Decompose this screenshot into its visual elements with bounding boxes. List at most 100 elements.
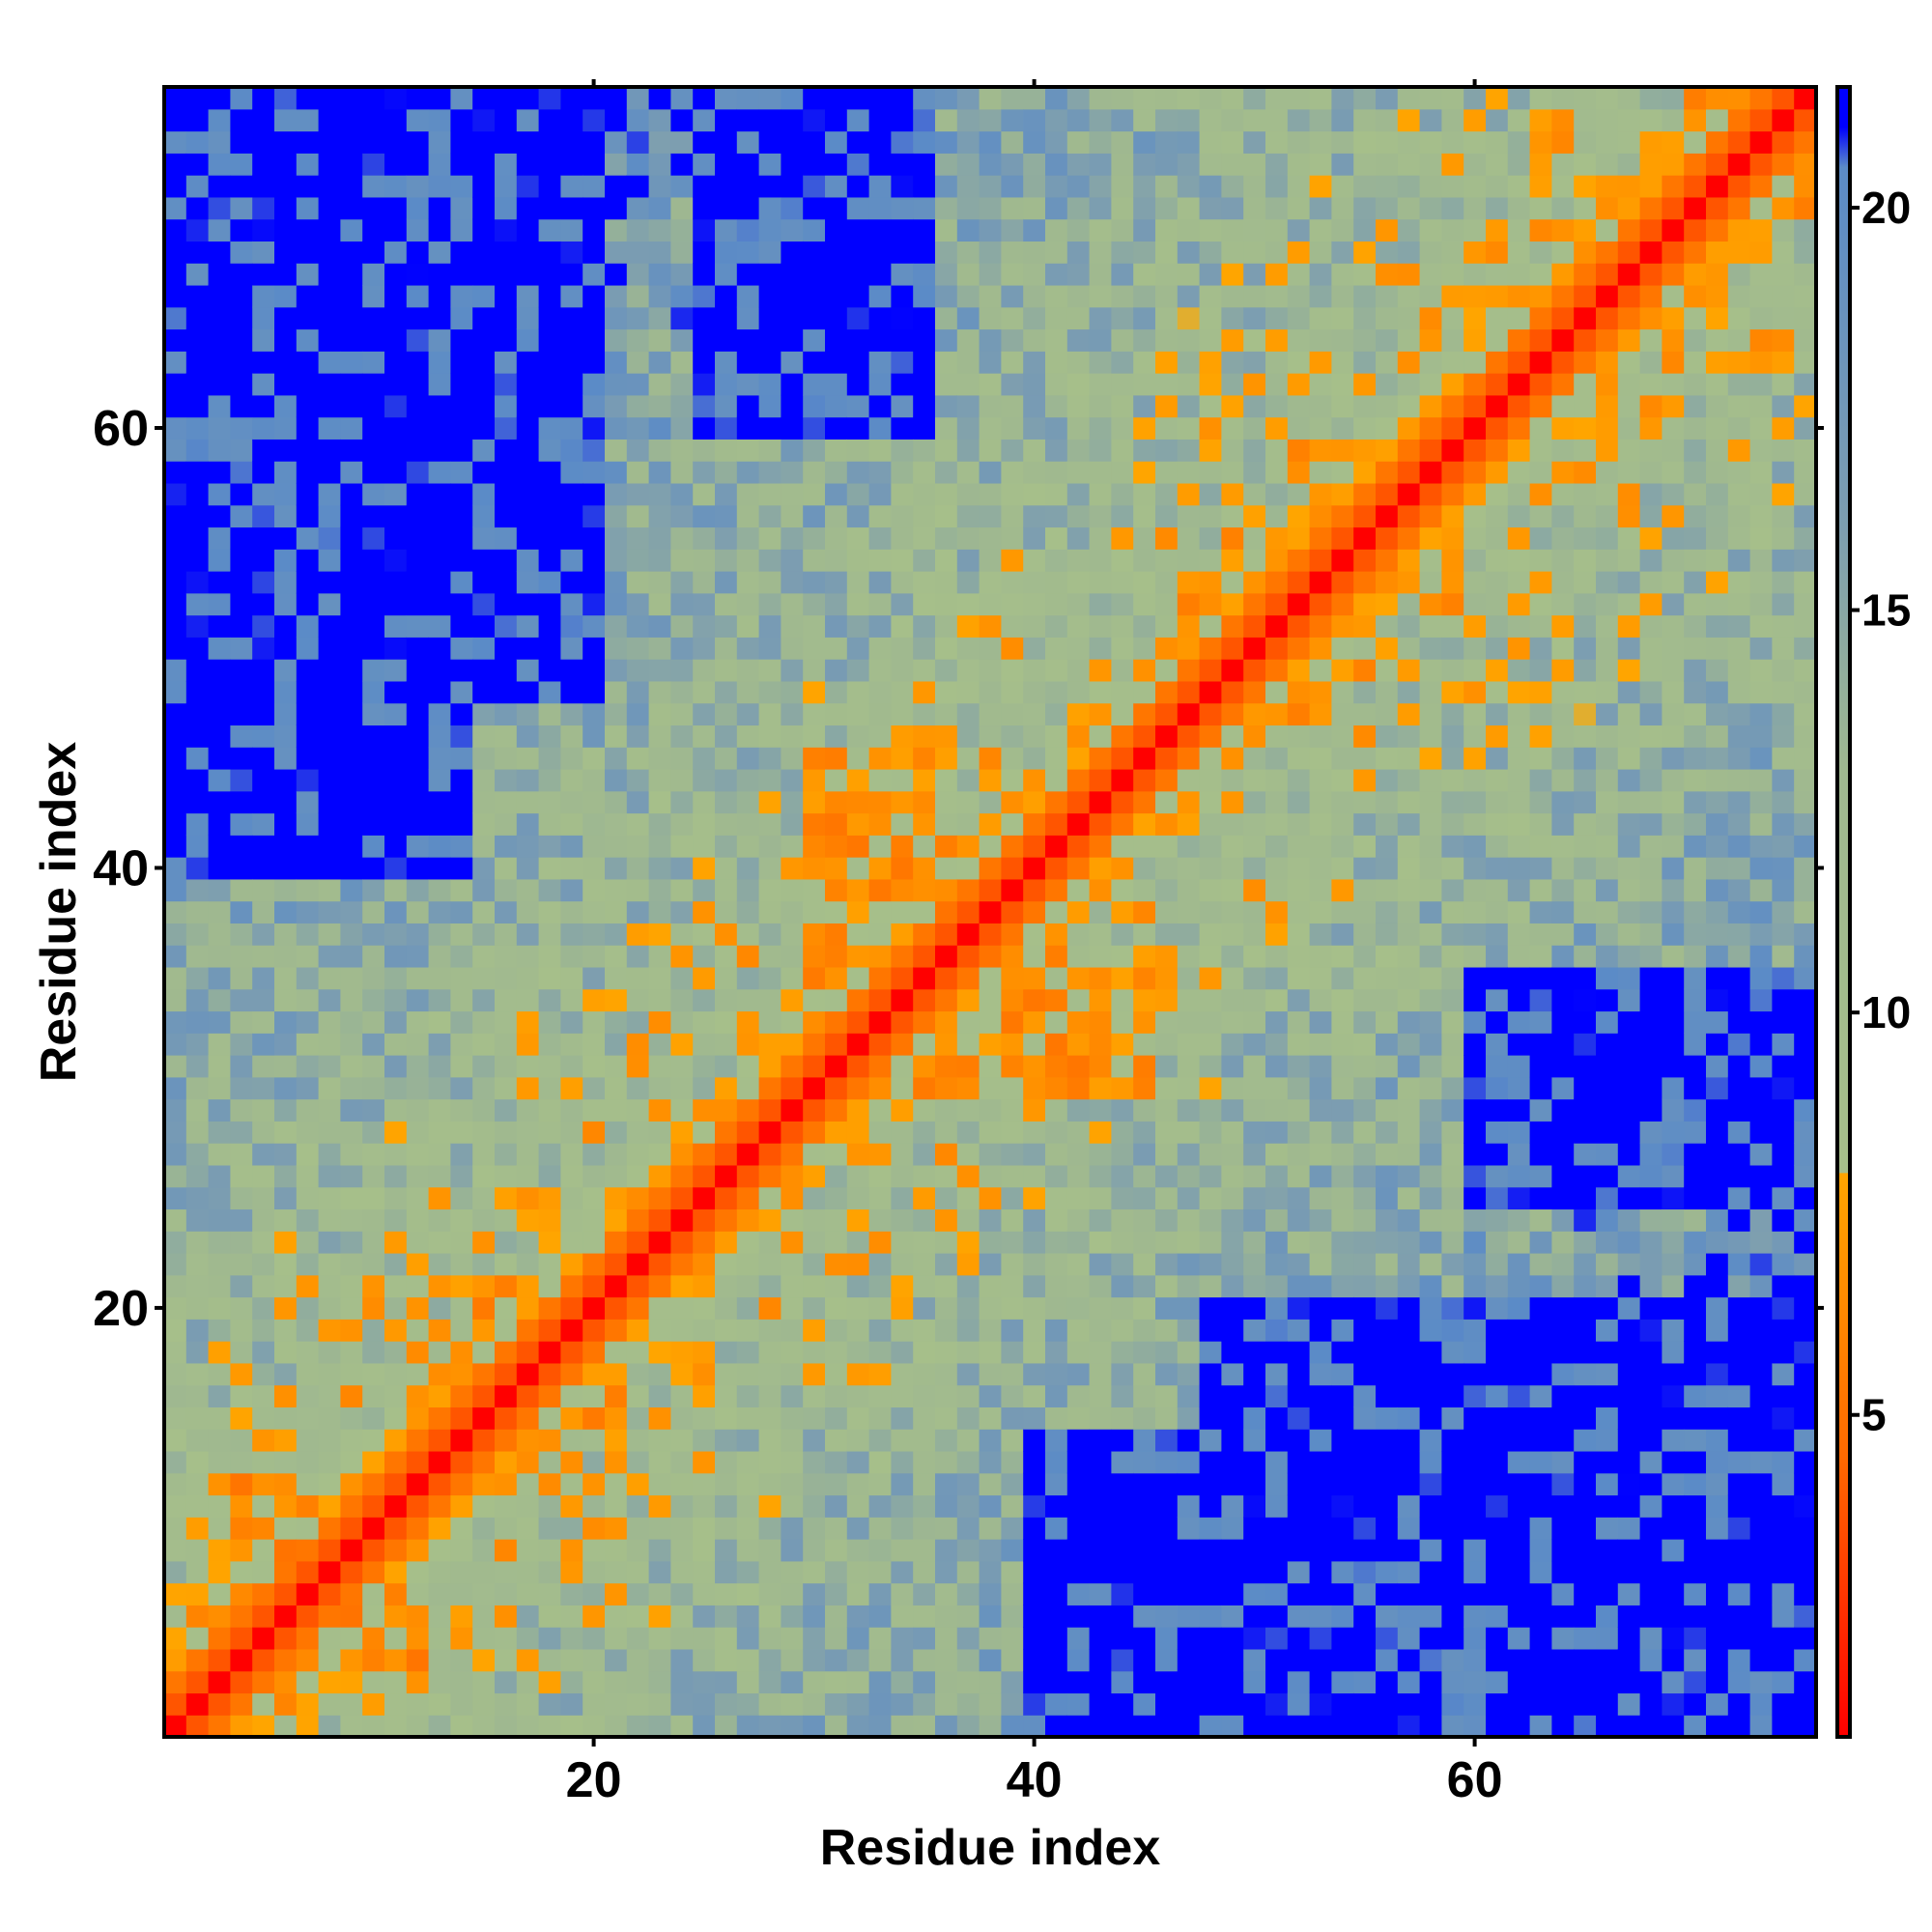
heatmap-cell — [1199, 1055, 1222, 1078]
heatmap-cell — [296, 857, 320, 880]
heatmap-cell — [1486, 1429, 1509, 1452]
heatmap-cell — [1155, 241, 1179, 264]
heatmap-cell — [913, 571, 936, 594]
heatmap-cell — [1419, 1384, 1442, 1407]
heatmap-cell — [1045, 373, 1068, 396]
heatmap-cell — [1397, 1582, 1421, 1605]
heatmap-cell — [846, 263, 870, 286]
heatmap-cell — [1529, 1098, 1552, 1122]
heatmap-cell — [846, 306, 870, 330]
heatmap-cell — [715, 680, 738, 704]
heatmap-cell — [582, 900, 606, 923]
heatmap-cell — [1045, 306, 1068, 330]
heatmap-cell — [1331, 153, 1354, 176]
heatmap-cell — [935, 747, 958, 770]
heatmap-cell — [670, 637, 694, 660]
heatmap-cell — [1045, 702, 1068, 726]
heatmap-cell — [605, 659, 628, 682]
heatmap-cell — [1023, 108, 1046, 132]
heatmap-cell — [648, 175, 671, 198]
heatmap-cell — [274, 768, 298, 792]
heatmap-cell — [693, 1341, 716, 1364]
heatmap-cell — [560, 351, 583, 374]
heatmap-cell — [825, 1098, 848, 1122]
heatmap-cell — [1486, 1539, 1509, 1562]
heatmap-cell — [1155, 1274, 1179, 1298]
heatmap-cell — [626, 439, 650, 462]
heatmap-cell — [605, 1384, 628, 1407]
heatmap-cell — [164, 724, 187, 748]
heatmap-cell — [582, 108, 606, 132]
heatmap-cell — [538, 614, 561, 638]
heatmap-cell — [1221, 724, 1244, 748]
heatmap-cell — [384, 1208, 408, 1232]
heatmap-cell — [1353, 1472, 1377, 1496]
heatmap-cell — [605, 571, 628, 594]
heatmap-cell — [1199, 284, 1222, 308]
heatmap-cell — [1001, 835, 1024, 858]
heatmap-cell — [891, 549, 914, 572]
heatmap-cell — [979, 1274, 1002, 1298]
heatmap-cell — [626, 857, 650, 880]
heatmap-cell — [1574, 945, 1597, 968]
heatmap-cell — [670, 218, 694, 242]
heatmap-cell — [185, 196, 210, 220]
heatmap-cell — [1486, 1033, 1509, 1056]
heatmap-cell — [1529, 461, 1552, 484]
heatmap-cell — [1155, 637, 1179, 660]
heatmap-cell — [1486, 1450, 1509, 1474]
heatmap-cell — [538, 504, 561, 528]
heatmap-cell — [1507, 504, 1531, 528]
heatmap-cell — [1574, 416, 1597, 440]
heatmap-cell — [670, 351, 694, 374]
heatmap-cell — [560, 196, 583, 220]
heatmap-cell — [1155, 526, 1179, 550]
heatmap-cell — [1596, 790, 1619, 814]
heatmap-cell — [1376, 328, 1399, 352]
heatmap-cell — [825, 461, 848, 484]
heatmap-cell — [1023, 1648, 1046, 1672]
heatmap-cell — [693, 790, 716, 814]
heatmap-cell — [560, 724, 583, 748]
heatmap-cell — [1463, 1605, 1487, 1628]
heatmap-cell — [1463, 747, 1487, 770]
heatmap-cell — [825, 812, 848, 836]
heatmap-cell — [758, 1319, 781, 1342]
heatmap-cell — [296, 1406, 320, 1430]
heatmap-cell — [185, 328, 210, 352]
heatmap-cell — [1265, 1098, 1289, 1122]
heatmap-cell — [208, 659, 231, 682]
heatmap-cell — [693, 1231, 716, 1254]
heatmap-cell — [516, 1010, 540, 1034]
heatmap-cell — [1001, 1582, 1024, 1605]
heatmap-cell — [582, 790, 606, 814]
heatmap-cell — [450, 1494, 473, 1518]
heatmap-cell — [1287, 1494, 1311, 1518]
heatmap-cell — [252, 130, 275, 154]
heatmap-cell — [472, 966, 496, 990]
heatmap-cell — [362, 966, 385, 990]
heatmap-cell — [891, 945, 914, 968]
heatmap-cell — [1066, 1715, 1091, 1738]
heatmap-cell — [1066, 241, 1091, 264]
heatmap-cell — [1111, 966, 1134, 990]
heatmap-cell — [582, 130, 606, 154]
heatmap-cell — [1596, 263, 1619, 286]
heatmap-cell — [1551, 108, 1575, 132]
heatmap-cell — [1243, 900, 1266, 923]
heatmap-cell — [1486, 835, 1509, 858]
heatmap-cell — [185, 812, 210, 836]
heatmap-cell — [274, 966, 298, 990]
heatmap-cell — [1155, 218, 1179, 242]
heatmap-cell — [1507, 549, 1531, 572]
heatmap-cell — [758, 130, 781, 154]
heatmap-cell — [1199, 1648, 1222, 1672]
heatmap-cell — [582, 988, 606, 1012]
heatmap-cell — [781, 87, 804, 110]
heatmap-cell — [1441, 175, 1464, 198]
heatmap-cell — [252, 1121, 275, 1144]
heatmap-cell — [296, 130, 320, 154]
heatmap-cell — [1353, 1560, 1377, 1584]
heatmap-cell — [362, 416, 385, 440]
heatmap-cell — [185, 1560, 210, 1584]
